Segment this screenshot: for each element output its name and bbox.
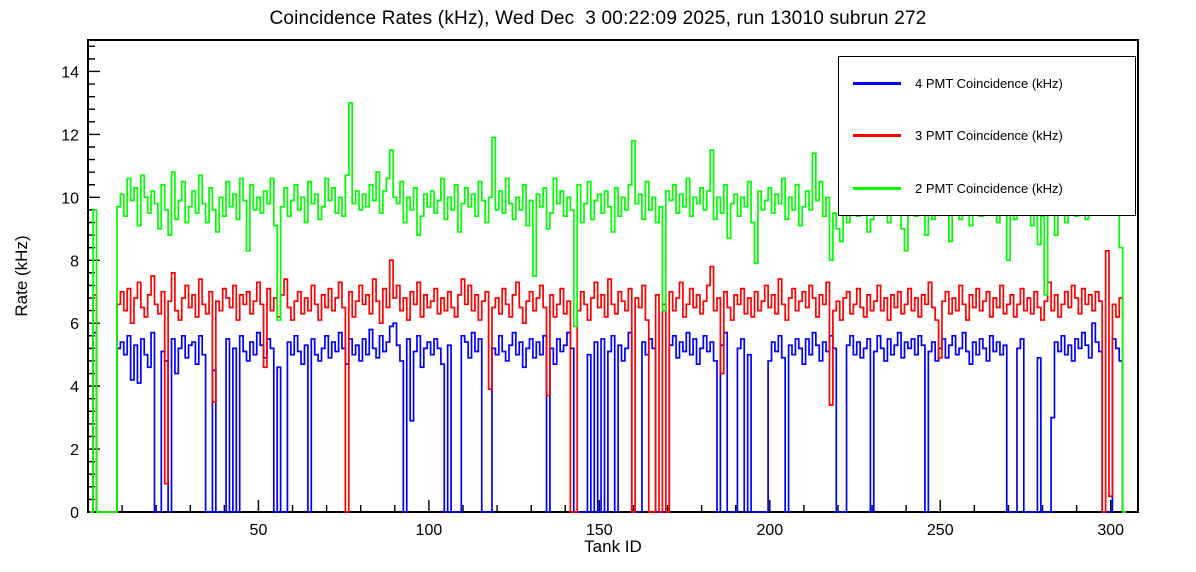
legend-label-4pmt: 4 PMT Coincidence (kHz) — [915, 75, 1063, 91]
legend-line-red — [853, 134, 901, 138]
y-tick-label: 10 — [61, 190, 79, 207]
x-tick-label: 150 — [586, 522, 613, 539]
y-tick-label: 2 — [70, 442, 79, 459]
legend-line-blue — [853, 81, 901, 85]
legend-label-2pmt: 2 PMT Coincidence (kHz) — [915, 181, 1063, 197]
x-tick-label: 200 — [756, 522, 783, 539]
series-line-3pmt — [89, 249, 1127, 513]
legend-line-green — [853, 187, 901, 191]
x-tick-label: 100 — [416, 522, 443, 539]
legend-item-3pmt: 3 PMT Coincidence (kHz) — [839, 128, 1135, 143]
legend-label-3pmt: 3 PMT Coincidence (kHz) — [915, 128, 1063, 144]
legend: 4 PMT Coincidence (kHz) 3 PMT Coincidenc… — [838, 56, 1136, 216]
x-tick-label: 50 — [250, 522, 268, 539]
legend-item-2pmt: 2 PMT Coincidence (kHz) — [839, 181, 1135, 196]
chart-title: Coincidence Rates (kHz), Wed Dec 3 00:22… — [269, 8, 927, 29]
y-tick-label: 4 — [70, 379, 79, 396]
y-tick-label: 0 — [70, 505, 79, 522]
plot-frame — [87, 39, 1139, 513]
series-line-4pmt — [89, 322, 1127, 513]
x-tick-label: 250 — [927, 522, 954, 539]
y-tick-label: 14 — [61, 64, 79, 81]
y-tick-label: 8 — [70, 253, 79, 270]
legend-item-4pmt: 4 PMT Coincidence (kHz) — [839, 76, 1135, 91]
x-axis-title: Tank ID — [584, 537, 642, 556]
y-tick-label: 6 — [70, 316, 79, 333]
y-axis-title: Rate (kHz) — [12, 235, 31, 317]
axis-ticks — [88, 45, 1112, 513]
x-tick-label: 300 — [1097, 522, 1124, 539]
y-tick-label: 12 — [61, 127, 79, 144]
